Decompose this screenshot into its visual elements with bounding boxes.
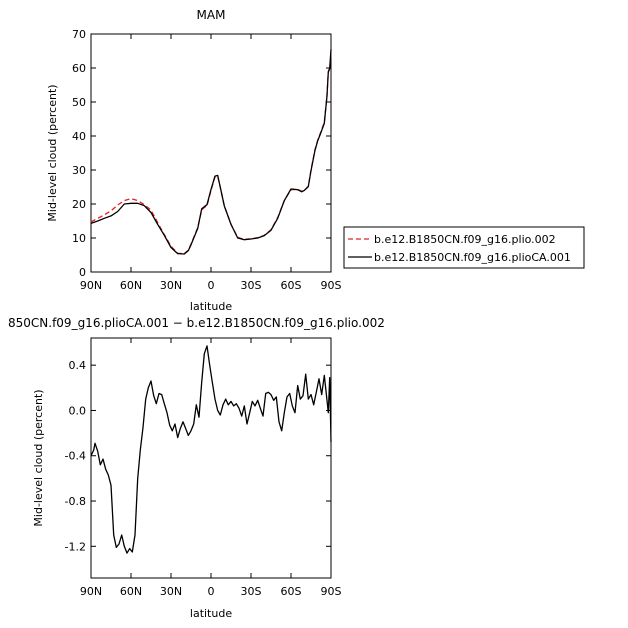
bottom-y-tick-label: 0.4 bbox=[69, 359, 87, 372]
bottom-y-tick-label: -0.4 bbox=[65, 450, 86, 463]
bottom-series bbox=[90, 345, 332, 554]
bottom-chart: 850CN.f09_g16.plioCA.001 − b.e12.B1850CN… bbox=[8, 316, 385, 620]
top-y-tick-label: 60 bbox=[72, 62, 86, 75]
top-y-tick-label: 0 bbox=[79, 266, 86, 279]
top-chart-title: MAM bbox=[197, 8, 226, 22]
bottom-x-axis-label: latitude bbox=[190, 607, 232, 620]
top-x-tick-label: 60S bbox=[281, 279, 302, 292]
top-x-tick-label: 90S bbox=[321, 279, 342, 292]
bottom-x-tick-label: 0 bbox=[208, 585, 215, 598]
bottom-y-tick-label: -0.8 bbox=[65, 495, 86, 508]
top-x-ticks: 90N 60N 30N 0 30S 60S 90S bbox=[80, 34, 342, 292]
bottom-chart-title: 850CN.f09_g16.plioCA.001 − b.e12.B1850CN… bbox=[8, 316, 385, 330]
top-y-tick-label: 70 bbox=[72, 28, 86, 41]
bottom-y-axis-label: Mid-level cloud (percent) bbox=[32, 389, 45, 526]
top-x-tick-label: 0 bbox=[208, 279, 215, 292]
legend: b.e12.B1850CN.f09_g16.plio.002 b.e12.B18… bbox=[343, 226, 585, 269]
top-y-tick-label: 10 bbox=[72, 232, 86, 245]
top-y-axis-label: Mid-level cloud (percent) bbox=[46, 84, 59, 221]
top-y-tick-label: 20 bbox=[72, 198, 86, 211]
bottom-y-tick-label: 0.0 bbox=[69, 404, 87, 417]
bottom-y-ticks: 0.4 0.0 -0.4 -0.8 -1.2 bbox=[65, 359, 331, 553]
bottom-x-tick-label: 90S bbox=[321, 585, 342, 598]
top-series-line-1 bbox=[90, 49, 332, 255]
bottom-x-tick-label: 60S bbox=[281, 585, 302, 598]
bottom-series-line-0 bbox=[90, 345, 332, 554]
bottom-x-tick-label: 30N bbox=[160, 585, 182, 598]
top-x-tick-label: 30N bbox=[160, 279, 182, 292]
top-y-tick-label: 40 bbox=[72, 130, 86, 143]
top-series-line-0 bbox=[90, 50, 332, 255]
top-x-tick-label: 60N bbox=[120, 279, 142, 292]
bottom-x-ticks: 90N 60N 30N 0 30S 60S 90S bbox=[80, 338, 342, 598]
top-y-ticks: 0 10 20 30 40 50 60 70 bbox=[72, 28, 331, 279]
top-x-tick-label: 30S bbox=[241, 279, 262, 292]
legend-box bbox=[343, 226, 585, 269]
bottom-y-tick-label: -1.2 bbox=[65, 540, 86, 553]
legend-label-plioCA: b.e12.B1850CN.f09_g16.plioCA.001 bbox=[374, 251, 571, 264]
top-x-tick-label: 90N bbox=[80, 279, 102, 292]
legend-label-plio: b.e12.B1850CN.f09_g16.plio.002 bbox=[374, 233, 556, 246]
bottom-x-tick-label: 60N bbox=[120, 585, 142, 598]
bottom-x-tick-label: 90N bbox=[80, 585, 102, 598]
top-y-tick-label: 50 bbox=[72, 96, 86, 109]
top-y-tick-label: 30 bbox=[72, 164, 86, 177]
top-plot-frame bbox=[90, 33, 332, 273]
top-x-axis-label: latitude bbox=[190, 300, 232, 313]
top-series bbox=[90, 49, 332, 255]
bottom-x-tick-label: 30S bbox=[241, 585, 262, 598]
